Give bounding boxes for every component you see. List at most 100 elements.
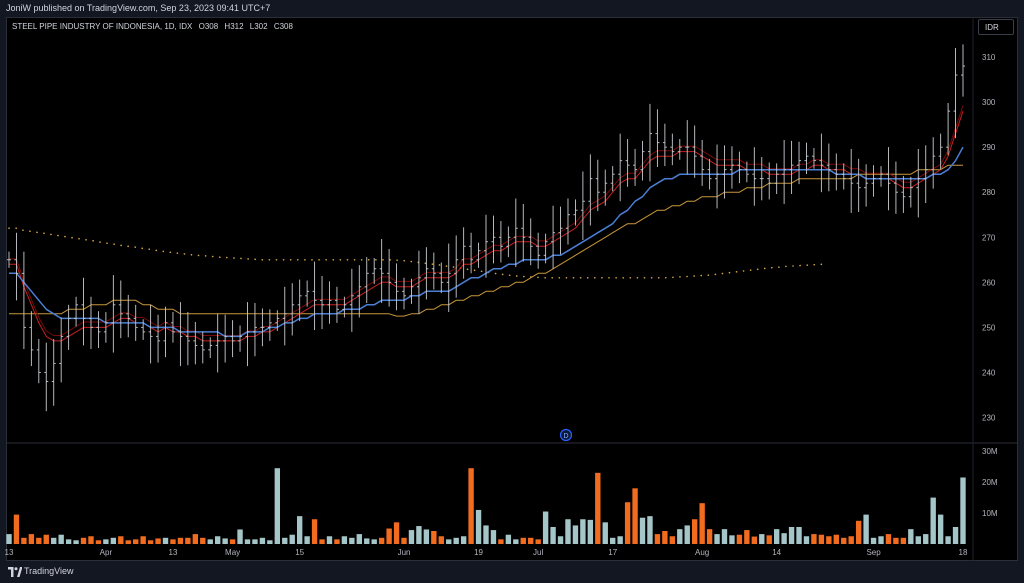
volume-bar bbox=[468, 468, 474, 544]
volume-bar bbox=[118, 536, 124, 544]
volume-bar bbox=[460, 536, 467, 544]
volume-bar bbox=[796, 526, 802, 544]
volume-bar bbox=[244, 539, 251, 544]
volume-bar bbox=[229, 539, 236, 544]
volume-bar bbox=[580, 519, 586, 544]
volume-bar bbox=[177, 537, 184, 544]
volume-bar bbox=[505, 534, 512, 544]
volume-bar bbox=[550, 526, 556, 544]
volume-bar bbox=[699, 503, 705, 544]
volume-bar bbox=[386, 528, 392, 544]
volume-bar bbox=[162, 537, 169, 544]
volume-bar bbox=[207, 539, 213, 544]
price-tick-label: 260 bbox=[982, 278, 996, 287]
volume-bar bbox=[632, 488, 638, 544]
volume-bar bbox=[893, 537, 899, 544]
chart-pane[interactable] bbox=[6, 17, 1018, 561]
volume-bar bbox=[706, 529, 713, 544]
time-tick-label: Apr bbox=[100, 548, 113, 557]
time-tick-label: 14 bbox=[772, 548, 781, 557]
volume-bar bbox=[446, 539, 452, 544]
volume-bar bbox=[766, 535, 772, 544]
volume-bar bbox=[341, 536, 348, 544]
volume-bar bbox=[36, 537, 42, 544]
volume-bar bbox=[952, 526, 959, 544]
high-label: H bbox=[224, 22, 231, 31]
volume-bar bbox=[930, 497, 936, 544]
volume-bar bbox=[773, 529, 780, 544]
high-value: 312 bbox=[230, 22, 244, 31]
volume-tick-label: 20M bbox=[982, 478, 998, 487]
volume-tick-label: 30M bbox=[982, 447, 998, 456]
currency-button[interactable]: IDR bbox=[978, 19, 1014, 35]
volume-bar bbox=[155, 538, 161, 544]
volume-bar bbox=[65, 539, 72, 544]
volume-bar bbox=[610, 537, 616, 544]
volume-bar bbox=[602, 522, 608, 544]
volume-bar bbox=[319, 539, 325, 544]
volume-bar bbox=[6, 534, 12, 544]
volume-bar bbox=[416, 526, 422, 544]
volume-bar bbox=[371, 539, 377, 544]
volume-bar bbox=[88, 536, 94, 544]
volume-bar bbox=[304, 536, 310, 544]
volume-bar bbox=[908, 529, 914, 544]
volume-bar bbox=[900, 537, 907, 544]
volume-bar bbox=[334, 539, 340, 544]
volume-bar bbox=[73, 540, 79, 544]
price-tick-label: 270 bbox=[982, 233, 996, 242]
volume-bar bbox=[192, 534, 199, 544]
time-tick-label: 18 bbox=[959, 548, 968, 557]
close-value: 308 bbox=[279, 22, 293, 31]
volume-bar bbox=[43, 534, 49, 544]
volume-bar bbox=[647, 516, 653, 544]
price-tick-label: 230 bbox=[982, 413, 996, 422]
volume-bar bbox=[528, 537, 534, 544]
volume-bar bbox=[13, 514, 20, 544]
volume-bar bbox=[595, 472, 601, 544]
time-tick-label: 13 bbox=[169, 548, 178, 557]
price-tick-label: 300 bbox=[982, 98, 996, 107]
volume-bar bbox=[520, 537, 526, 544]
volume-bar bbox=[684, 525, 690, 544]
volume-bar bbox=[945, 536, 951, 544]
publisher-info: JoniW published on TradingView.com, Sep … bbox=[6, 3, 271, 13]
volume-bar bbox=[475, 509, 482, 544]
time-tick-label: 19 bbox=[474, 548, 483, 557]
volume-bar bbox=[28, 534, 35, 544]
time-tick-label: 13 bbox=[5, 548, 14, 557]
volume-bar bbox=[296, 516, 303, 544]
volume-bar bbox=[282, 537, 288, 544]
open-value: 308 bbox=[204, 22, 219, 31]
volume-bar bbox=[751, 536, 757, 544]
volume-bar bbox=[669, 536, 676, 544]
low-value: 302 bbox=[254, 22, 268, 31]
volume-bar bbox=[222, 538, 228, 544]
chart-legend: STEEL PIPE INDUSTRY OF INDONESIA, 1D, ID… bbox=[12, 22, 293, 31]
volume-bar bbox=[624, 502, 631, 544]
volume-bar bbox=[431, 531, 437, 544]
volume-bar bbox=[729, 535, 735, 544]
volume-bar bbox=[535, 539, 541, 544]
volume-bar bbox=[788, 526, 795, 544]
dividend-marker-icon bbox=[559, 428, 573, 442]
volume-bar bbox=[885, 534, 892, 544]
volume-bar bbox=[639, 517, 646, 544]
volume-bar bbox=[133, 539, 139, 544]
volume-bar bbox=[870, 537, 877, 544]
volume-bar bbox=[103, 539, 109, 544]
tradingview-logo-icon[interactable] bbox=[8, 567, 22, 577]
volume-bar bbox=[289, 534, 295, 544]
volume-bar bbox=[21, 537, 27, 544]
close-label: C bbox=[273, 22, 280, 31]
volume-bar bbox=[818, 534, 825, 544]
volume-bar bbox=[311, 519, 318, 544]
volume-bar bbox=[147, 540, 154, 544]
volume-bar bbox=[587, 519, 594, 544]
time-tick-label: Aug bbox=[695, 548, 709, 557]
volume-bar bbox=[811, 534, 817, 544]
tradingview-brand[interactable]: TradingView bbox=[24, 566, 74, 576]
volume-bar bbox=[736, 534, 743, 544]
volume-bar bbox=[185, 537, 191, 544]
price-tick-label: 290 bbox=[982, 143, 996, 152]
